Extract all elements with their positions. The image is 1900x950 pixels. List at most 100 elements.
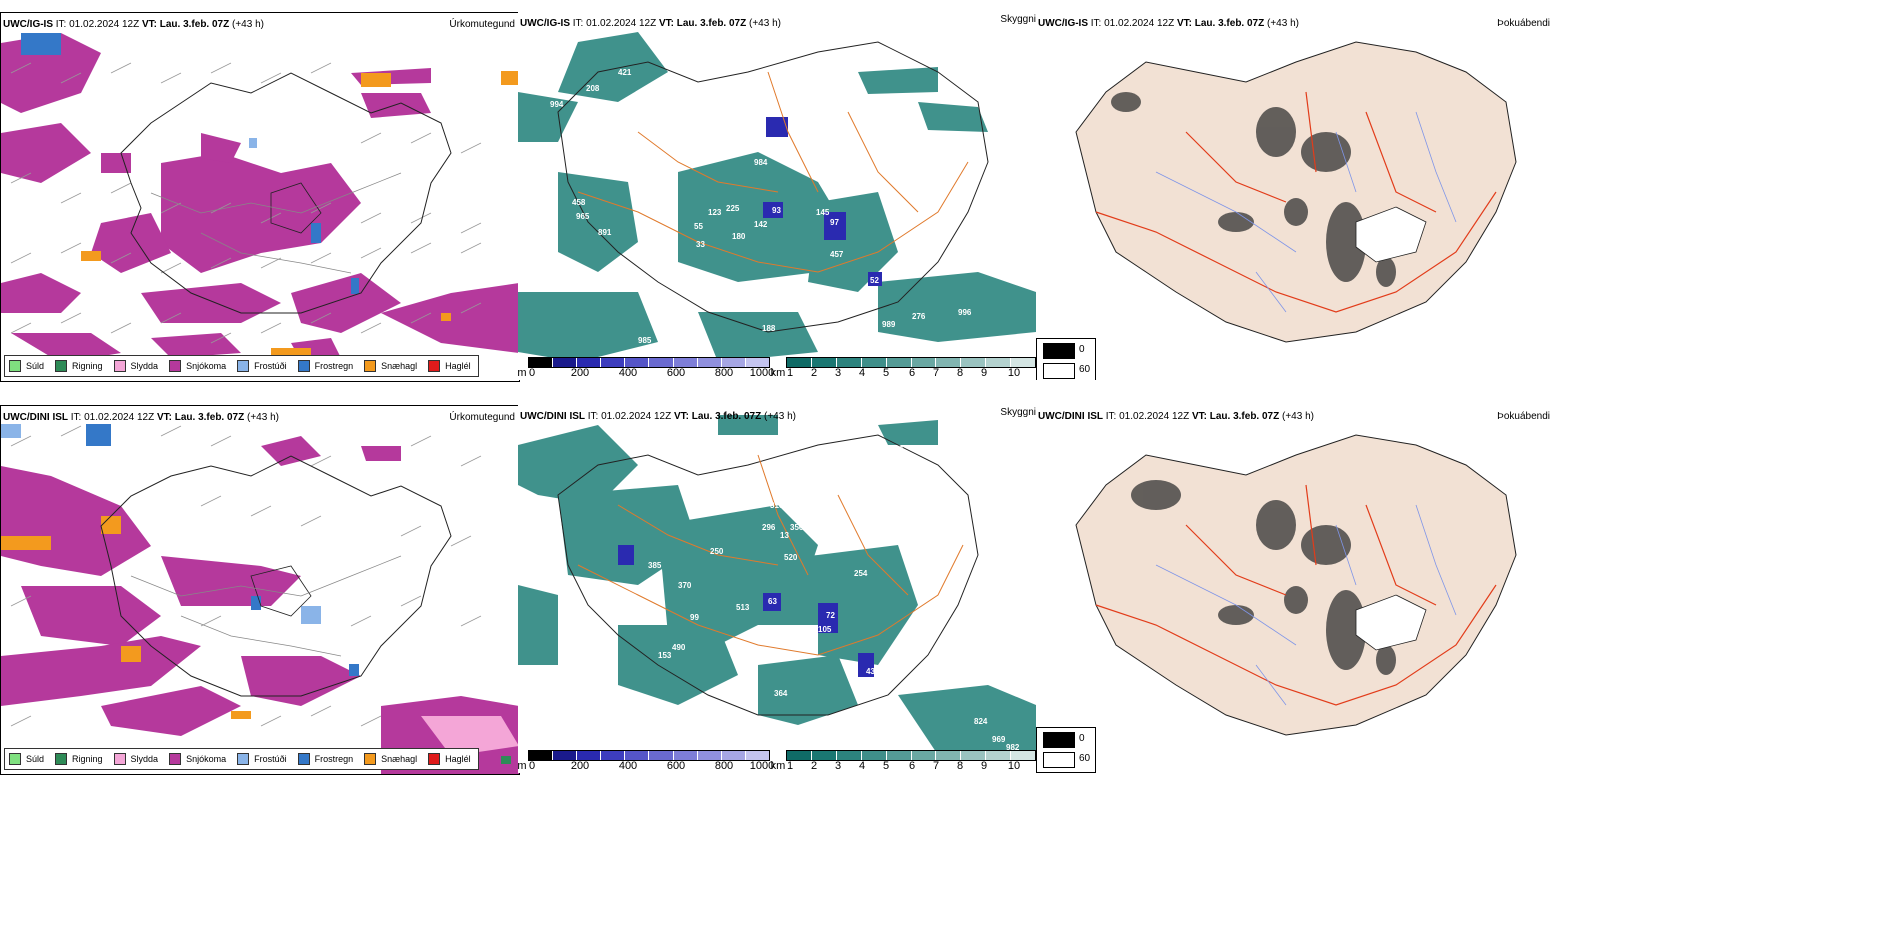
vis-label: 105 (818, 625, 832, 634)
legend-item: Snjókoma (169, 753, 226, 765)
fog-legend: 0 60 (1036, 338, 1096, 380)
legend-swatch (364, 753, 377, 765)
glacier-outline (250, 565, 312, 617)
legend-item: Haglél (428, 360, 471, 372)
visibility-value-labels: 421 208 994 372 984 117 458 965 891 123 … (518, 12, 1036, 380)
tick-label: 1 (786, 760, 794, 772)
snow-area (1, 123, 91, 183)
legend-item: Snæhagl (364, 753, 417, 765)
ice-pellet-area (501, 71, 519, 85)
legend-swatch (55, 360, 68, 372)
freezing-rain-area (349, 664, 359, 676)
legend-swatch (428, 360, 441, 372)
legend-swatch (55, 753, 68, 765)
vis-label: 117 (780, 152, 793, 161)
legend-item: Frostregn (297, 360, 353, 372)
snow-area (201, 133, 241, 163)
legend-item: Frostúði (237, 360, 287, 372)
vis-label: 364 (774, 689, 788, 698)
tick-label: 2 (810, 760, 818, 772)
legend-swatch (1043, 343, 1075, 359)
vis-label: 969 (992, 735, 1006, 744)
vis-label: 385 (648, 561, 662, 570)
visibility-panel-row1: UWC/IG-IS IT: 01.02.2024 12Z VT: Lau. 3.… (518, 12, 1036, 380)
vis-label: 370 (678, 581, 692, 590)
tick-label: 0 (528, 760, 536, 772)
vis-label: 458 (572, 198, 586, 207)
tick-label: 9 (980, 760, 988, 772)
visibility-ticks: km 1 2 3 4 5 6 7 8 9 10 (518, 367, 1036, 380)
ice-pellet-area (81, 251, 101, 261)
legend-swatch (169, 360, 182, 372)
visibility-value-labels: 935 946 310 296 356 13 520 385 370 263 2… (518, 405, 1036, 773)
visibility-panel-row2: UWC/DINI ISL IT: 01.02.2024 12Z VT: Lau.… (518, 405, 1036, 773)
tick-label: 400 (618, 760, 638, 772)
vis-label: 935 (648, 425, 662, 434)
fog-area (1301, 525, 1351, 565)
snow-area (101, 153, 131, 173)
unit-label: km (770, 367, 786, 379)
vis-label: 891 (598, 228, 612, 237)
vis-label: 13 (780, 531, 789, 540)
panel-title: Þokuábendi (1497, 411, 1550, 422)
low-visibility-area (818, 545, 918, 665)
fog-panel-row1: UWC/IG-IS IT: 01.02.2024 12Z VT: Lau. 3.… (1036, 12, 1556, 380)
vis-label: 99 (690, 613, 699, 622)
roads (1095, 484, 1497, 706)
vis-label: 982 (1006, 743, 1020, 752)
vis-label: 994 (550, 100, 564, 109)
panel-title: Þokuábendi (1497, 18, 1550, 29)
tick-label: 4 (858, 367, 866, 379)
ice-pellet-area (231, 711, 251, 719)
unit-label: km (770, 760, 786, 772)
vis-label: 254 (854, 569, 868, 578)
legend-item: Slydda (113, 753, 158, 765)
visibility-colorbar (786, 357, 1036, 368)
low-visibility-area (878, 420, 938, 445)
vis-label: 984 (754, 158, 768, 167)
vis-label: 824 (974, 717, 988, 726)
low-cloud-area (763, 202, 783, 218)
fog-area (1284, 586, 1308, 614)
tick-label: 800 (714, 367, 734, 379)
vis-label: 93 (772, 206, 781, 215)
tick-label: 5 (882, 760, 890, 772)
fog-area (1131, 480, 1181, 510)
roads (150, 172, 402, 274)
fog-area (1218, 605, 1254, 625)
iceland-land (1075, 41, 1517, 343)
roads (130, 555, 402, 657)
legend-swatch (237, 360, 250, 372)
legend-swatch (1043, 732, 1075, 748)
tick-label: 8 (956, 760, 964, 772)
ice-pellet-area (121, 646, 141, 662)
visibility-colorbar (786, 750, 1036, 761)
low-cloud-area (868, 272, 882, 286)
map-header: UWC/IG-IS IT: 01.02.2024 12Z VT: Lau. 3.… (3, 19, 264, 30)
low-visibility-area (858, 67, 938, 94)
glacier (1355, 594, 1427, 651)
vis-label: 208 (586, 84, 600, 93)
rain-area (501, 756, 511, 764)
vis-label: 276 (912, 312, 926, 321)
rivers (1155, 504, 1457, 706)
snow-area (261, 436, 321, 466)
glacier-outline (270, 182, 322, 234)
legend-swatch (113, 753, 126, 765)
snow-area (291, 273, 401, 333)
height-ticks: m 0 200 400 600 800 1000 (518, 367, 1036, 380)
tick-label: 800 (714, 760, 734, 772)
vis-label: 421 (618, 68, 632, 77)
fog-area (1111, 92, 1141, 112)
map-header: UWC/DINI ISL IT: 01.02.2024 12Z VT: Lau.… (520, 411, 796, 422)
fog-area (1301, 132, 1351, 172)
fog-map (1075, 434, 1517, 736)
tick-label: 400 (618, 367, 638, 379)
vis-label: 520 (784, 553, 798, 562)
tick-label: 9 (980, 367, 988, 379)
tick-label: 0 (528, 367, 536, 379)
tick-label: 200 (570, 367, 590, 379)
roads (1095, 91, 1497, 313)
snow-area (21, 586, 161, 646)
snow-area (361, 93, 431, 118)
